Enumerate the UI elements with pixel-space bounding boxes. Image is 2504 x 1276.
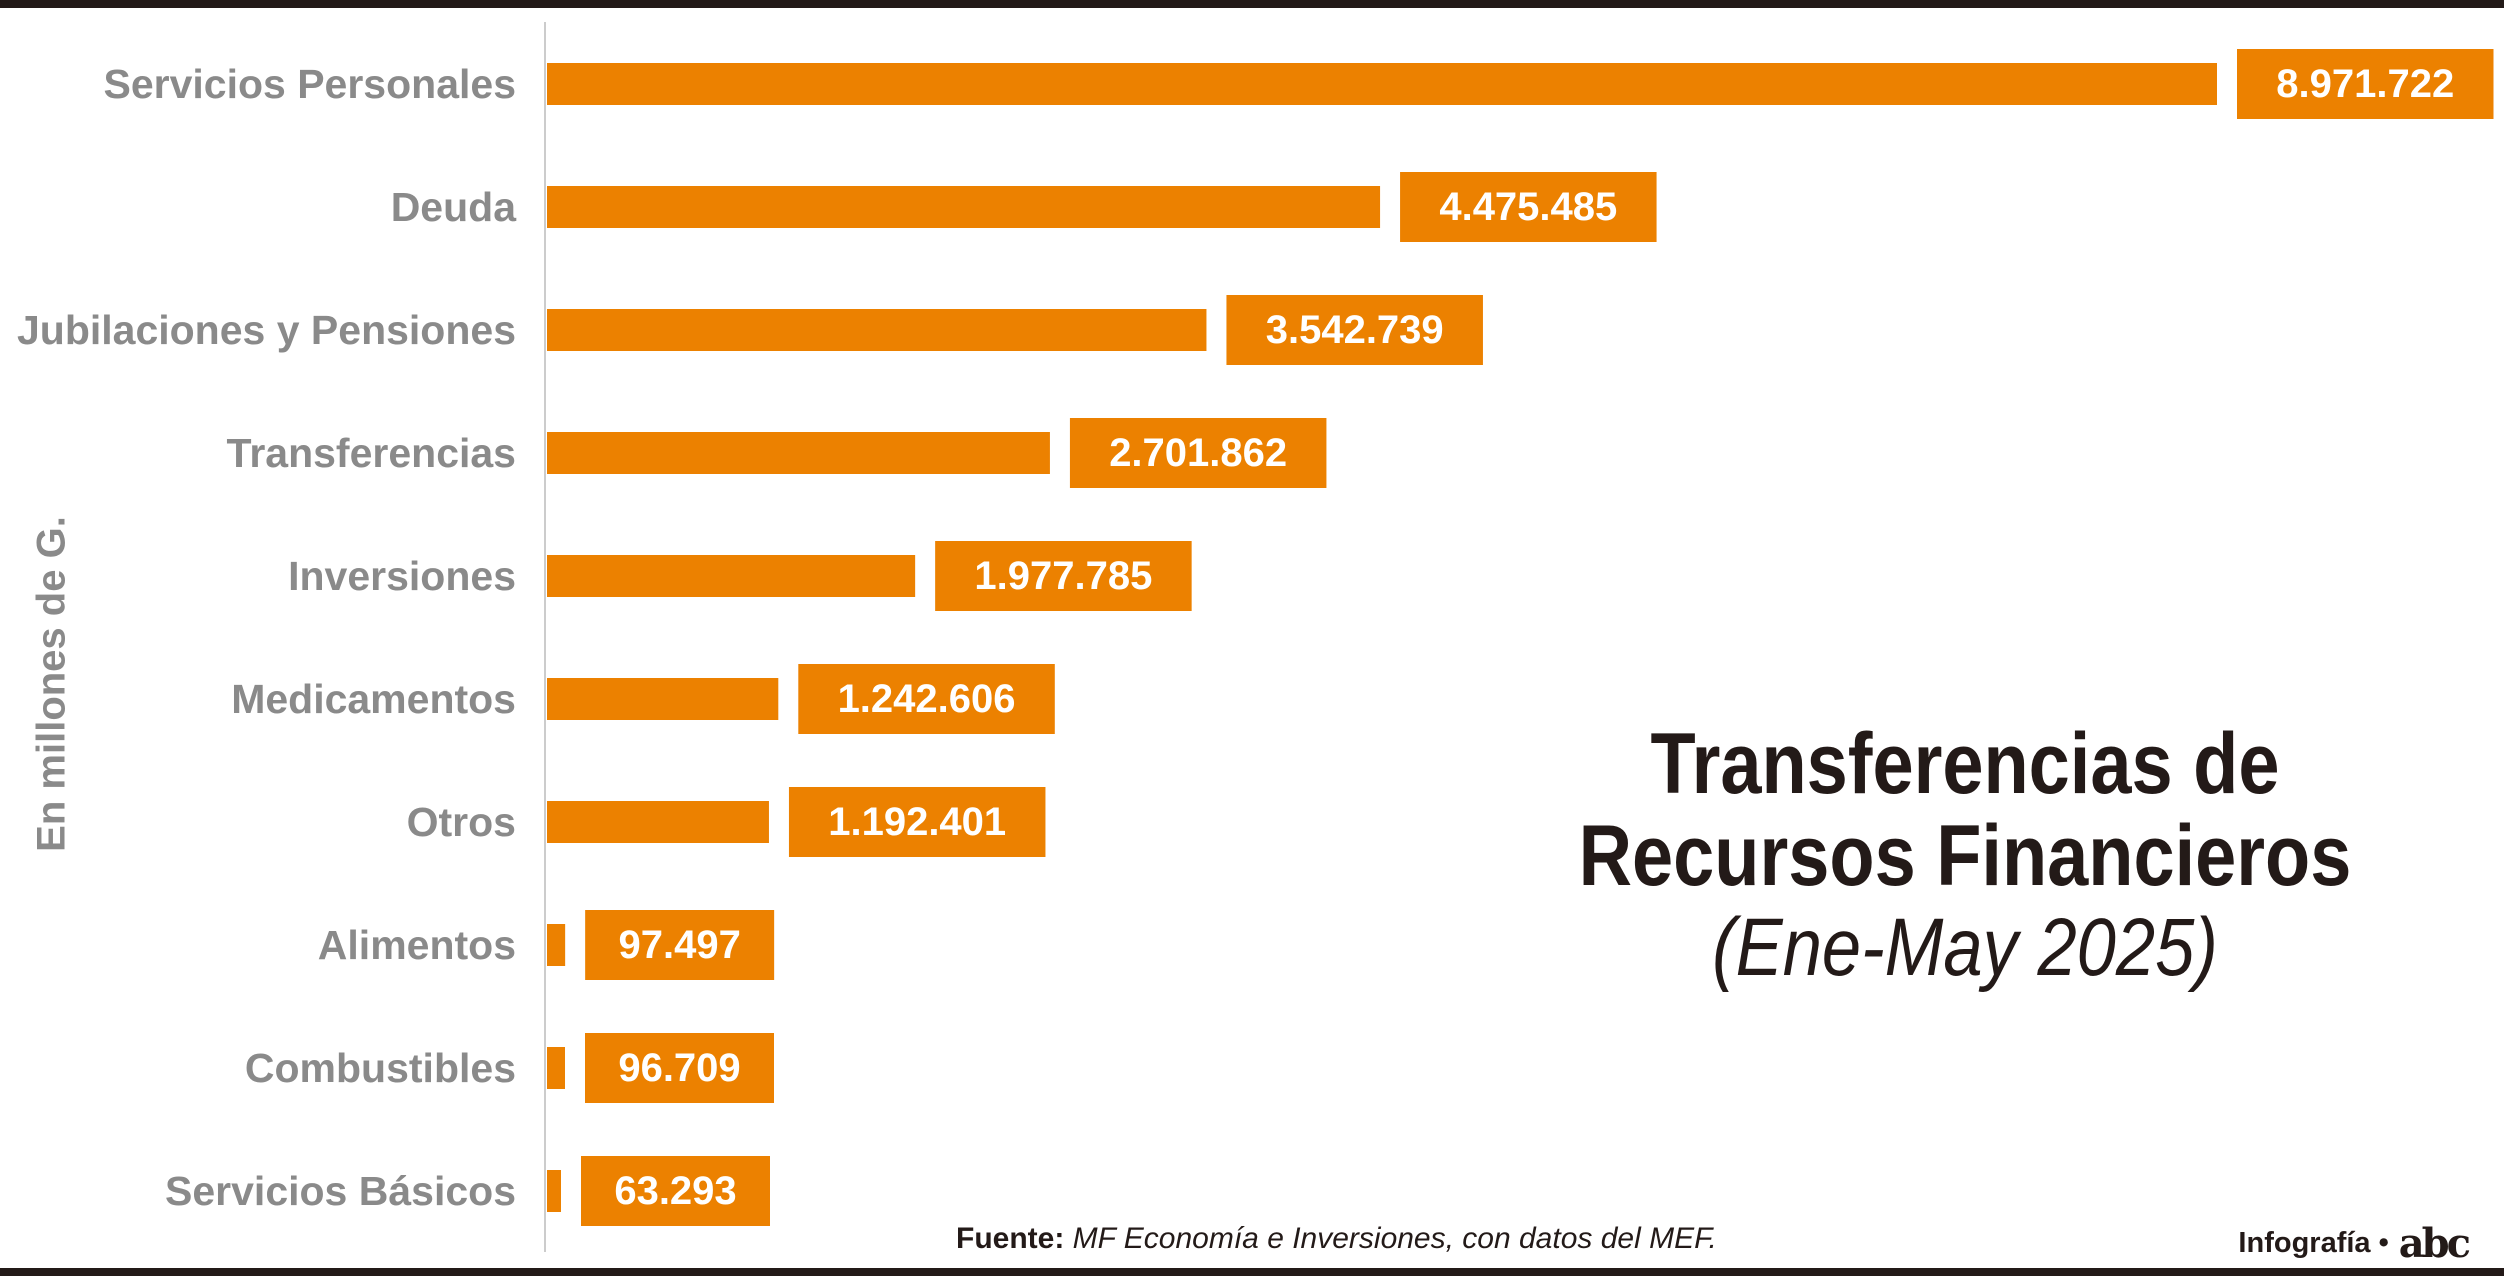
category-label-7: Alimentos xyxy=(318,922,516,968)
value-label-1: 4.475.485 xyxy=(1439,185,1617,229)
chart-title-block: Transferencias de Recursos Financieros (… xyxy=(1400,718,2504,994)
chart-subtitle: (Ene-May 2025) xyxy=(1712,902,2218,993)
value-label-0: 8.971.722 xyxy=(2276,62,2454,106)
value-box-6 xyxy=(788,787,1046,857)
bar-2 xyxy=(547,309,1207,351)
category-label-0: Servicios Personales xyxy=(103,61,516,107)
value-box-4 xyxy=(935,541,1192,611)
y-axis-label: En millones de G. xyxy=(29,516,74,852)
category-label-3: Transferencias xyxy=(227,430,516,476)
value-box-7 xyxy=(585,910,775,980)
top-rule xyxy=(0,0,2504,8)
value-box-9 xyxy=(581,1156,770,1226)
bar-8 xyxy=(547,1047,566,1089)
bar-1 xyxy=(547,186,1381,228)
value-box-5 xyxy=(798,664,1055,734)
source-note: Fuente: MF Economía e Inversiones, con d… xyxy=(956,1222,1717,1256)
value-label-3: 2.701.862 xyxy=(1109,431,1287,475)
bar-5 xyxy=(547,678,779,720)
category-label-9: Servicios Básicos xyxy=(165,1168,516,1214)
value-label-2: 3.542.739 xyxy=(1266,308,1444,352)
source-label: Fuente: xyxy=(956,1222,1065,1255)
value-label-7: 97.497 xyxy=(618,923,740,967)
category-label-6: Otros xyxy=(407,799,516,845)
bar-6 xyxy=(547,801,769,843)
bottom-rule xyxy=(0,1268,2504,1276)
source-text: MF Economía e Inversiones, con datos del… xyxy=(1072,1222,1717,1255)
credit: Infografía • abc xyxy=(2238,1220,2471,1267)
value-box-0 xyxy=(2237,49,2494,119)
category-label-2: Jubilaciones y Pensiones xyxy=(17,307,516,353)
chart-title-line-2: Recursos Financieros xyxy=(1578,808,2352,904)
bar-3 xyxy=(547,432,1050,474)
category-label-1: Deuda xyxy=(391,184,518,230)
chart-title-line-1: Transferencias de xyxy=(1650,716,2280,812)
bar-4 xyxy=(547,555,916,597)
value-box-3 xyxy=(1069,418,1327,488)
bar-7 xyxy=(547,924,566,966)
category-label-8: Combustibles xyxy=(245,1045,516,1091)
value-box-2 xyxy=(1226,295,1483,365)
abc-logo: abc xyxy=(2398,1220,2471,1267)
bar-0 xyxy=(547,63,2217,105)
value-label-9: 63.293 xyxy=(614,1169,736,1213)
bar-9 xyxy=(547,1170,561,1212)
value-label-6: 1.192.401 xyxy=(828,800,1006,844)
value-label-4: 1.977.785 xyxy=(974,554,1152,598)
category-label-4: Inversiones xyxy=(288,553,516,599)
value-label-5: 1.242.606 xyxy=(838,677,1016,721)
category-label-5: Medicamentos xyxy=(231,676,516,722)
value-box-1 xyxy=(1400,172,1657,242)
value-label-8: 96.709 xyxy=(618,1046,740,1090)
value-box-8 xyxy=(585,1033,775,1103)
credit-text: Infografía • xyxy=(2238,1227,2389,1259)
